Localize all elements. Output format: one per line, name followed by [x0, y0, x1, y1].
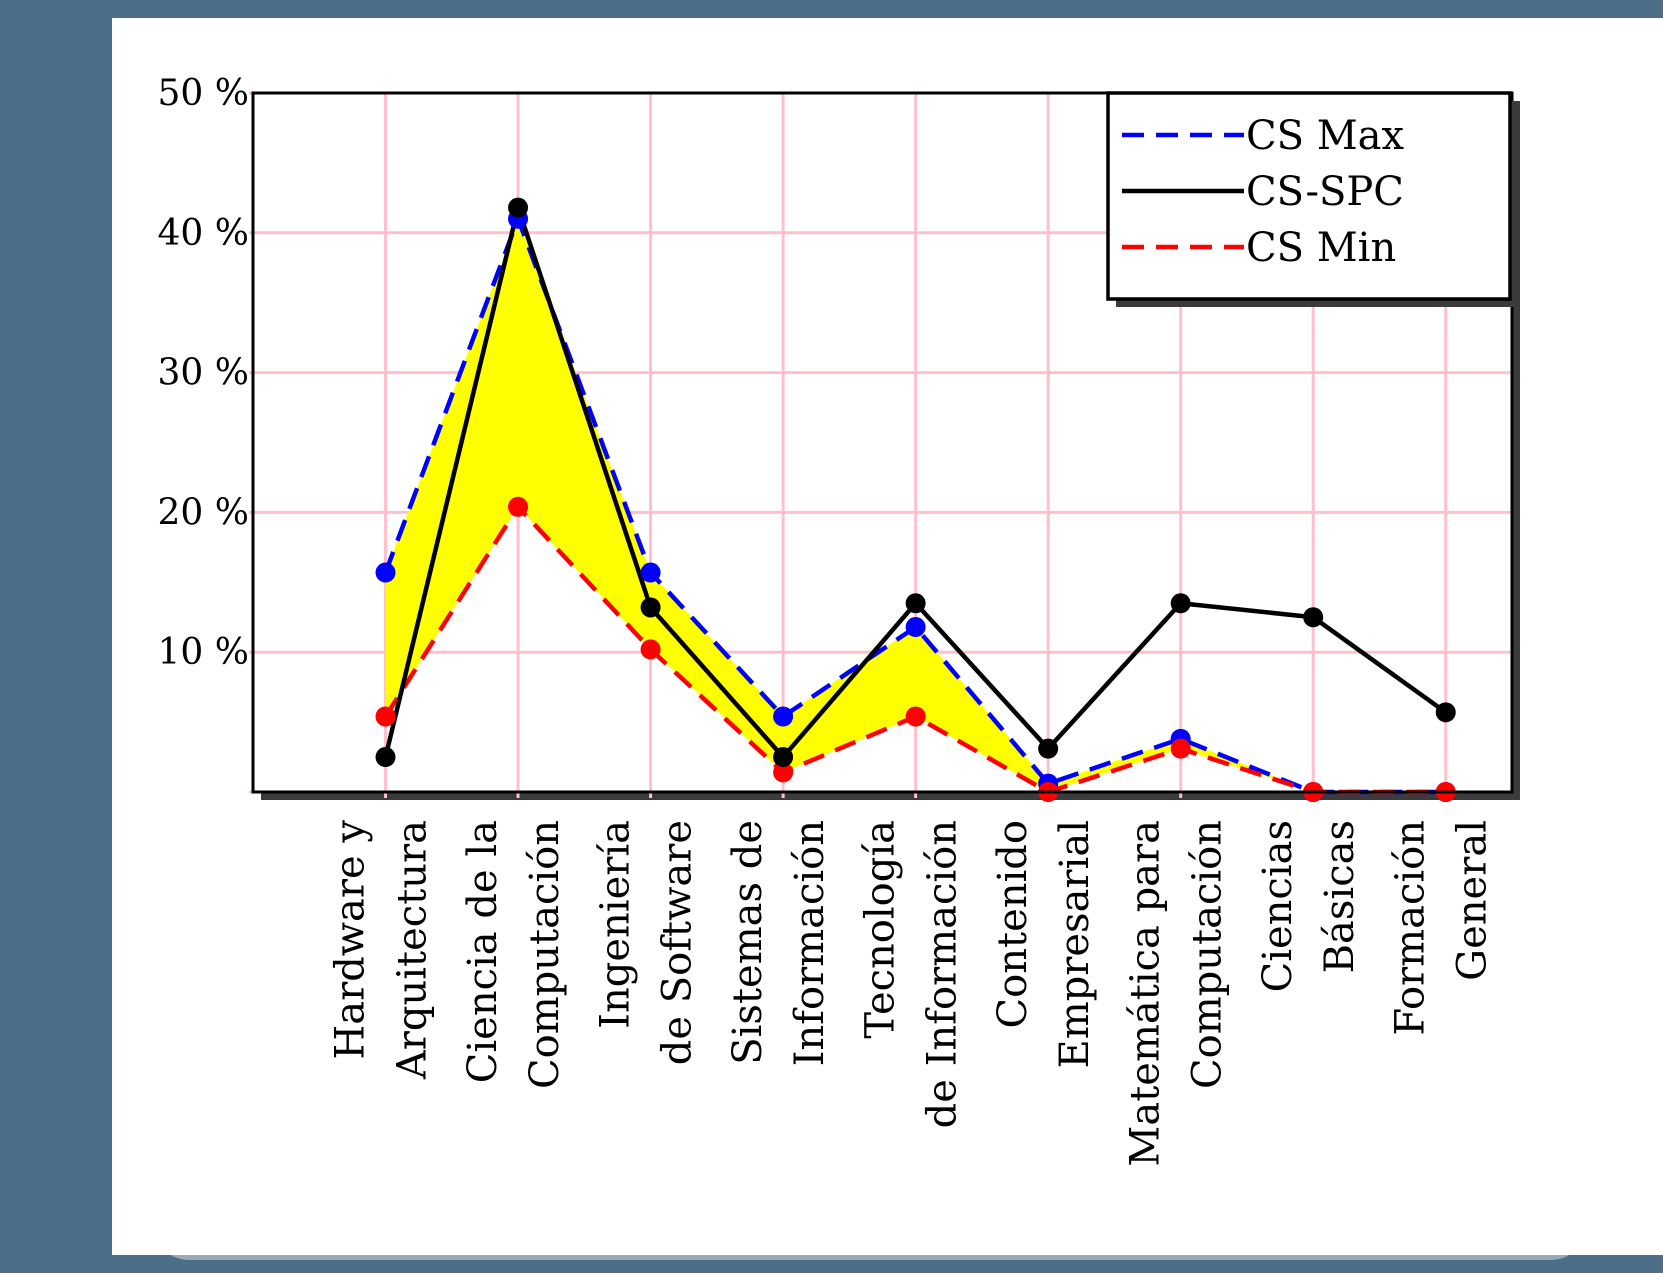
legend: CS Max CS-SPC CS Min — [1106, 91, 1518, 307]
data-point-cs-min — [508, 496, 529, 517]
data-point-cs-min — [375, 706, 396, 727]
series-line-cs-max — [383, 216, 1446, 795]
x-tick-label: Matemática para Computación — [1123, 820, 1231, 1167]
x-tick-label: Formación General — [1388, 820, 1496, 1036]
x-tick-label: Hardware y Arquitectura — [328, 820, 436, 1081]
data-point-cs-spc — [508, 197, 529, 218]
x-tick-label: Sistemas de Información — [725, 820, 833, 1066]
data-point-cs-min — [1170, 738, 1191, 759]
x-tick-label-line: de Información — [920, 820, 966, 1128]
legend-label-cs-max: CS Max — [1246, 113, 1405, 159]
y-tick-label: 50 % — [158, 73, 249, 114]
x-tick-label-line: Ingeniería — [593, 820, 639, 1029]
y-tick-label: 10 % — [158, 632, 249, 673]
data-point-cs-spc — [640, 597, 661, 618]
x-tick-label-line: Sistemas de — [725, 820, 771, 1065]
data-point-cs-min — [640, 639, 661, 660]
data-point-cs-min — [773, 762, 794, 783]
y-tick-label: 30 % — [158, 353, 249, 394]
plot-frame — [251, 91, 1514, 794]
x-tick-label-line: Matemática para — [1123, 820, 1169, 1167]
data-point-cs-spc — [375, 747, 396, 768]
y-tick-label: 40 % — [158, 213, 249, 254]
x-tick-label-line: Computación — [522, 820, 568, 1089]
x-tick-label-line: Arquitectura — [390, 820, 436, 1080]
x-tick-label-line: Empresarial — [1052, 820, 1098, 1068]
x-tick-label-line: de Software — [655, 820, 701, 1065]
x-tick-label-line: Contenido — [990, 820, 1036, 1028]
x-tick-label-line: Tecnología — [858, 820, 904, 1039]
x-tick-label: Ingeniería de Software — [593, 820, 701, 1065]
data-point-cs-max — [905, 617, 926, 638]
data-point-cs-spc — [773, 747, 794, 768]
x-tick-label: Ciencias Básicas — [1255, 820, 1363, 992]
data-point-cs-min — [905, 706, 926, 727]
y-tick-label: 20 % — [158, 492, 249, 533]
series-points — [375, 197, 1456, 802]
x-tick-label-line: Hardware y — [328, 820, 374, 1060]
x-tick-label-line: Ciencias — [1255, 820, 1301, 992]
data-point-cs-max — [640, 562, 661, 583]
legend-box — [1106, 91, 1512, 301]
data-point-cs-spc — [1435, 702, 1456, 723]
x-tick-label-line: Información — [787, 820, 833, 1066]
data-point-cs-spc — [1303, 607, 1324, 628]
y-tick-labels: 10 % 20 % 30 % 40 % 50 % — [158, 73, 249, 673]
x-tick-label-line: General — [1450, 820, 1496, 981]
x-tick-label-line: Formación — [1388, 820, 1434, 1036]
data-point-cs-spc — [905, 593, 926, 614]
plot-frame-border — [251, 91, 1514, 794]
x-tick-labels: Hardware y Arquitectura Ciencia de la Compu… — [328, 820, 1496, 1167]
legend-label-cs-min: CS Min — [1246, 225, 1396, 271]
legend-label-cs-spc: CS-SPC — [1246, 169, 1404, 215]
x-tick-label: Contenido Empresarial — [990, 820, 1098, 1068]
data-point-cs-max — [375, 562, 396, 583]
x-tick-label-line: Ciencia de la — [460, 820, 506, 1083]
data-point-cs-spc — [1038, 738, 1059, 759]
x-tick-label: Ciencia de la Computación — [460, 820, 568, 1089]
data-point-cs-max — [773, 706, 794, 727]
data-point-cs-spc — [1170, 593, 1191, 614]
x-tick-label: Tecnología de Información — [858, 820, 966, 1128]
x-tick-label-line: Básicas — [1317, 820, 1363, 973]
x-tick-label-line: Computación — [1185, 820, 1231, 1089]
